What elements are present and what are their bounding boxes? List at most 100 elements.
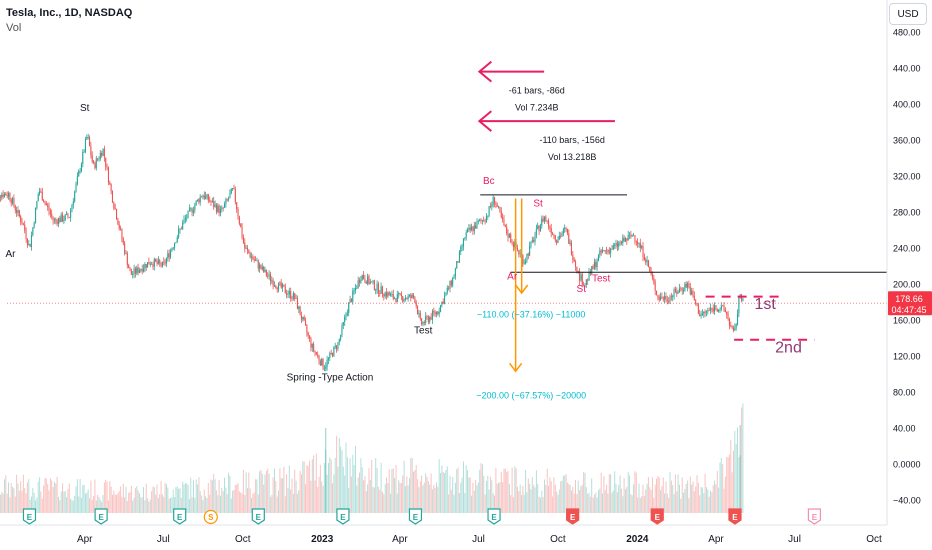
volume-bar: [492, 493, 494, 513]
volume-bar: [198, 477, 200, 513]
drawing-lines: -61 bars, -86d Vol 7.234B -110 bars, -156d…: [7, 60, 887, 373]
volume-bar: [444, 473, 446, 513]
volume-bar: [738, 457, 740, 513]
volume-bar: [634, 471, 636, 513]
volume-bar: [395, 465, 397, 513]
volume-bar: [499, 482, 501, 513]
volume-indicator-label[interactable]: Vol: [6, 22, 22, 34]
candle-body: [608, 249, 610, 254]
volume-bar: [391, 469, 393, 513]
volume-bar: [287, 488, 289, 513]
volume-bar: [40, 491, 42, 513]
earnings-icon: [336, 508, 350, 525]
candle-body: [726, 312, 728, 315]
candle-body: [627, 235, 629, 241]
candle-body: [141, 269, 143, 272]
volume-bar: [598, 490, 599, 513]
volume-bar: [153, 487, 155, 513]
volume-bar: [71, 500, 73, 513]
candle-body: [109, 182, 111, 184]
volume-bar: [275, 481, 277, 513]
candle-body: [256, 260, 258, 262]
volume-bar: [24, 488, 26, 513]
candle-body: [354, 288, 356, 291]
candle-body: [657, 295, 659, 297]
candle-body: [255, 260, 257, 262]
candle-body: [313, 344, 315, 351]
candle-body: [479, 219, 481, 222]
volume-bar: [508, 484, 510, 513]
measure-label: −200.00 (−67.57%) −20000: [476, 390, 586, 400]
volume-bar: [172, 489, 174, 513]
candle-body: [477, 221, 479, 222]
earnings-icon: [22, 508, 37, 525]
candle-body: [445, 292, 447, 296]
volume-bar: [554, 484, 556, 513]
candle-body: [356, 288, 358, 289]
volume-bar: [241, 493, 243, 513]
candle-body: [538, 225, 540, 232]
volume-bar: [107, 500, 109, 513]
candle-body: [214, 204, 216, 207]
wyckoff-label: Ar: [507, 272, 518, 283]
candle-body: [715, 305, 717, 309]
volume-bar: [404, 486, 406, 513]
volume-bar: [133, 497, 135, 513]
currency-button[interactable]: USD: [889, 3, 927, 25]
candle-body: [664, 296, 666, 300]
candle-body: [187, 210, 189, 218]
price-badge-countdown: 04:47:45: [891, 305, 926, 315]
volume-bar: [122, 483, 124, 513]
volume-bar: [666, 493, 668, 513]
volume-bar: [20, 481, 22, 513]
candle-body: [265, 269, 267, 276]
symbol-title[interactable]: Tesla, Inc., 1D, NASDAQ: [6, 7, 133, 19]
candle-body: [0, 196, 2, 198]
candle-body: [89, 137, 91, 146]
volume-bar: [735, 443, 737, 513]
candle-body: [182, 222, 184, 230]
volume-bar: [247, 488, 248, 513]
candle-body: [654, 282, 656, 291]
price-axis[interactable]: 480.00 440.00 400.00 360.00 320.00 280.00 240.…: [886, 0, 932, 525]
volume-bar: [591, 478, 593, 513]
volume-bar: [372, 487, 374, 513]
candle-body: [53, 219, 55, 221]
volume-bar: [742, 403, 744, 513]
volume-bar: [737, 427, 738, 513]
orange-arrow-head: [509, 362, 523, 373]
volume-bar: [437, 486, 439, 513]
volume-bar: [191, 497, 193, 513]
volume-bar: [288, 465, 290, 513]
volume-bar: [670, 480, 672, 513]
candle-body: [406, 298, 408, 300]
volume-bar: [218, 480, 220, 513]
candle-body: [575, 261, 577, 267]
candle-body: [494, 197, 496, 204]
candle-body: [697, 304, 699, 314]
volume-bar: [719, 462, 721, 513]
volume-bar: [201, 495, 203, 513]
volume-bar: [137, 490, 139, 513]
volume-bar: [734, 430, 736, 513]
volume-bar: [461, 477, 463, 513]
candle-body: [651, 274, 653, 278]
volume-bar: [357, 477, 359, 513]
candle-body: [341, 325, 343, 335]
volume-bar: [494, 495, 495, 513]
candle-body: [175, 242, 177, 244]
time-axis[interactable]: Apr Jul Oct 2023 Apr Jul Oct 2024 Apr Jul Oct: [0, 524, 887, 545]
candle-body: [194, 205, 196, 211]
volume-bar: [330, 459, 332, 513]
candle-body: [481, 220, 483, 221]
candle-body: [246, 248, 248, 251]
candle-body: [215, 204, 217, 212]
candle-body: [587, 279, 589, 281]
candle-body: [18, 210, 20, 217]
volume-bar: [581, 484, 583, 513]
price-tick-label: 200.00: [893, 280, 921, 290]
volume-bar: [291, 478, 293, 513]
candle-body: [498, 206, 500, 208]
